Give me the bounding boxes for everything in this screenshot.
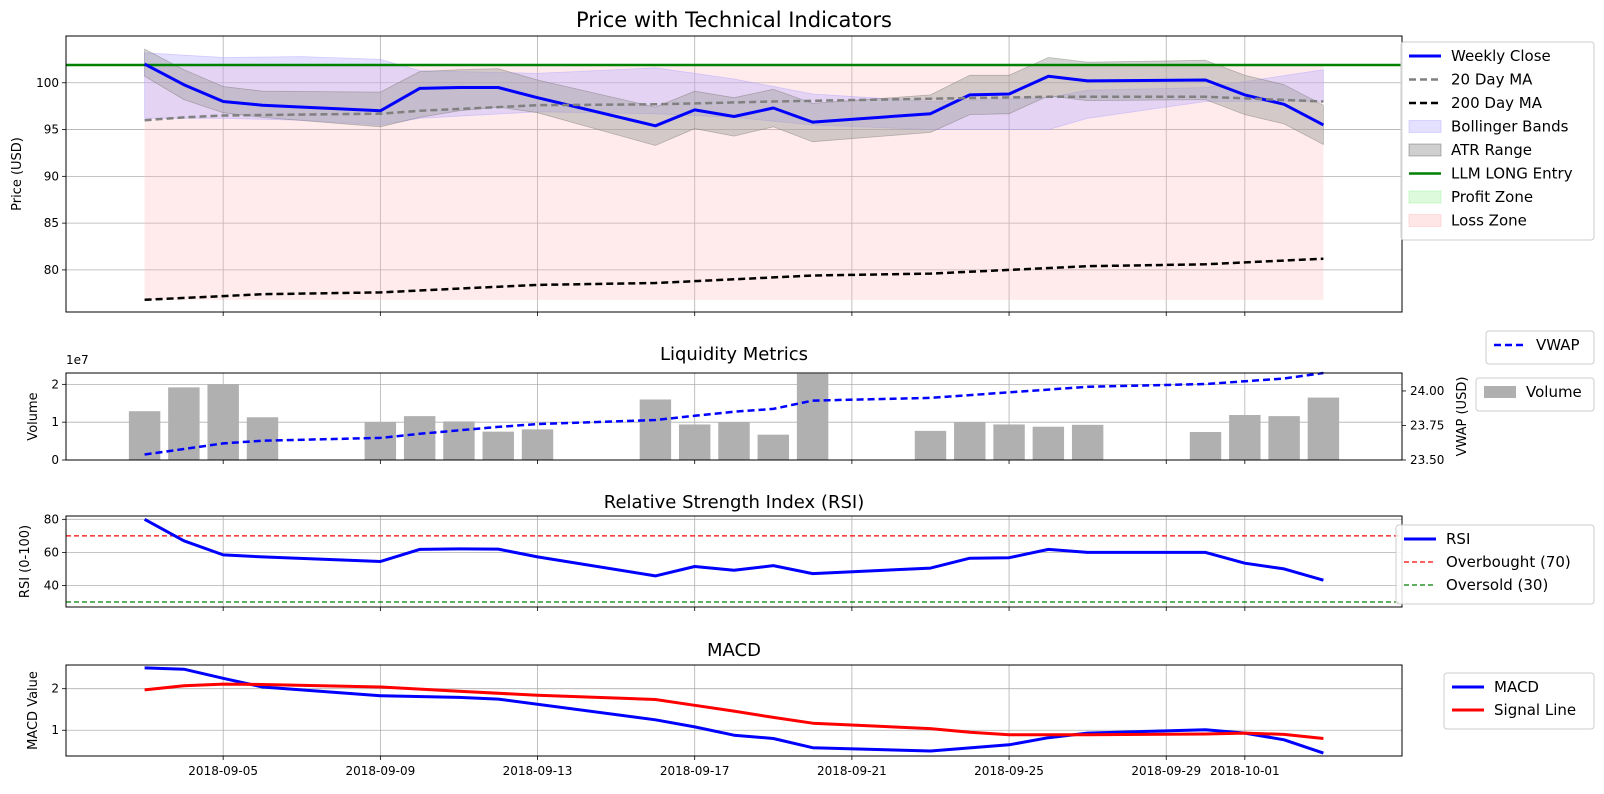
price-ylabel: Price (USD)	[10, 137, 25, 211]
liquidity-ytick-label-1: 1	[51, 415, 59, 429]
macd-xtick-label-6: 2018-09-29	[1131, 764, 1201, 778]
price-ytick-label-1: 85	[44, 216, 59, 230]
macd-title: MACD	[707, 640, 761, 661]
macd-xtick-label-5: 2018-09-25	[974, 764, 1044, 778]
liquidity-volume-bar-22	[1307, 397, 1340, 460]
liquidity-volume-legend-label-volume: Volume	[1526, 383, 1582, 401]
price-legend-swatch-atr-range	[1408, 143, 1442, 157]
liquidity-volume-bar-18	[1071, 424, 1104, 460]
liquidity-volume-bar-15	[954, 422, 986, 460]
macd-axes-frame	[65, 664, 1403, 757]
price-legend-frame	[1400, 41, 1595, 241]
price-legend-label-bollinger-bands: Bollinger Bands	[1451, 118, 1569, 136]
liquidity-volume-bar-14	[914, 430, 947, 460]
price-legend-label-loss-zone: Loss Zone	[1451, 212, 1527, 230]
macd-xtick-label-1: 2018-09-09	[345, 764, 415, 778]
liquidity-volume-bar-2	[207, 384, 239, 460]
liquidity-volume-bar-17	[1032, 426, 1065, 460]
liquidity-volume-bar-5	[403, 416, 436, 460]
rsi-legend-label-overbought-70: Overbought (70)	[1446, 553, 1571, 571]
liquidity-volume-bar-6	[443, 421, 475, 460]
price-legend-swatch-profit-zone	[1408, 190, 1442, 204]
liquidity-ylabel2: VWAP (USD)	[1455, 377, 1470, 457]
rsi-ytick-label-2: 80	[44, 512, 59, 526]
price-ytick-label-0: 80	[44, 263, 59, 277]
macd-ylabel: MACD Value	[26, 671, 41, 750]
rsi-legend-label-oversold-30: Oversold (30)	[1446, 576, 1548, 594]
liquidity-ytick-label-0: 0	[51, 453, 59, 467]
price-ma200-line	[144, 257, 1324, 302]
price-zone-loss-zone	[144, 65, 1324, 300]
rsi-title: Relative Strength Index (RSI)	[604, 492, 864, 513]
liquidity-volume-bar-13	[796, 373, 829, 460]
liquidity-scale-note: 1e7	[66, 353, 89, 367]
liquidity-volume-bar-9	[639, 399, 672, 460]
liquidity-volume-bar-8	[521, 429, 554, 460]
rsi-line	[143, 517, 1324, 582]
rsi-ytick-label-0: 40	[44, 578, 59, 592]
liquidity-vwap-legend-label-vwap: VWAP	[1536, 336, 1580, 354]
macd-legend-label-signal-line: Signal Line	[1494, 701, 1576, 719]
liquidity-volume-legend-swatch-volume	[1484, 386, 1516, 398]
macd-ytick-label-0: 1	[51, 723, 59, 737]
liquidity-volume-bar-7	[482, 431, 514, 460]
liquidity-volume-bar-21	[1268, 416, 1300, 460]
price-ytick-label-4: 100	[36, 76, 59, 90]
macd-signal-line	[144, 682, 1324, 740]
price-title: Price with Technical Indicators	[576, 8, 892, 32]
liquidity-ytick2-label-2: 24.00	[1410, 384, 1444, 398]
macd-line	[144, 666, 1324, 755]
liquidity-ytick-label-2: 2	[51, 377, 59, 391]
macd-ytick-label-1: 2	[51, 682, 59, 696]
rsi-ylabel: RSI (0-100)	[18, 525, 33, 598]
liquidity-volume-bar-20	[1229, 414, 1261, 460]
price-legend-label-20-day-ma: 20 Day MA	[1451, 71, 1533, 89]
rsi-legend-frame	[1395, 524, 1595, 605]
rsi-legend-label-rsi: RSI	[1446, 530, 1470, 548]
liquidity-volume-bar-16	[993, 424, 1025, 460]
macd-legend-label-macd: MACD	[1494, 678, 1539, 696]
price-legend-swatch-bollinger-bands	[1408, 120, 1442, 133]
price-legend-label-profit-zone: Profit Zone	[1451, 188, 1533, 206]
price-legend-label-weekly-close: Weekly Close	[1451, 47, 1551, 65]
macd-xtick-label-3: 2018-09-17	[660, 764, 730, 778]
liquidity-ytick2-label-1: 23.75	[1410, 418, 1444, 432]
liquidity-volume-bar-19	[1189, 432, 1222, 460]
price-legend-label-atr-range: ATR Range	[1451, 141, 1532, 159]
price-ytick-label-3: 95	[44, 123, 59, 137]
liquidity-volume-bar-0	[128, 411, 161, 460]
price-legend-label-llm-long-entry: LLM LONG Entry	[1451, 165, 1573, 183]
liquidity-axes-frame	[65, 372, 1403, 461]
rsi-ytick-label-1: 60	[44, 545, 59, 559]
liquidity-volume-bar-10	[678, 424, 711, 460]
macd-xtick-label-7: 2018-10-01	[1210, 764, 1280, 778]
price-weekly-close-line	[143, 62, 1325, 128]
price-legend-swatch-loss-zone	[1408, 214, 1442, 227]
macd-xtick-label-4: 2018-09-21	[817, 764, 887, 778]
price-atr-band	[144, 48, 1324, 146]
liquidity-title: Liquidity Metrics	[660, 344, 808, 365]
liquidity-volume-bar-11	[718, 422, 750, 460]
macd-xtick-label-2: 2018-09-13	[503, 764, 573, 778]
price-ytick-label-2: 90	[44, 169, 59, 183]
rsi-axes-frame	[65, 515, 1403, 608]
macd-xtick-label-0: 2018-09-05	[188, 764, 258, 778]
price-legend-label-200-day-ma: 200 Day MA	[1451, 94, 1543, 112]
price-ma20-line	[144, 95, 1324, 122]
liquidity-volume-bar-12	[757, 434, 790, 460]
liquidity-ytick2-label-0: 23.50	[1410, 453, 1444, 467]
liquidity-vwap-legend-frame	[1485, 330, 1595, 365]
liquidity-vwap-line	[144, 371, 1324, 456]
liquidity-volume-bar-3	[246, 417, 279, 460]
liquidity-ylabel: Volume	[26, 392, 41, 440]
liquidity-volume-bar-4	[364, 422, 397, 460]
